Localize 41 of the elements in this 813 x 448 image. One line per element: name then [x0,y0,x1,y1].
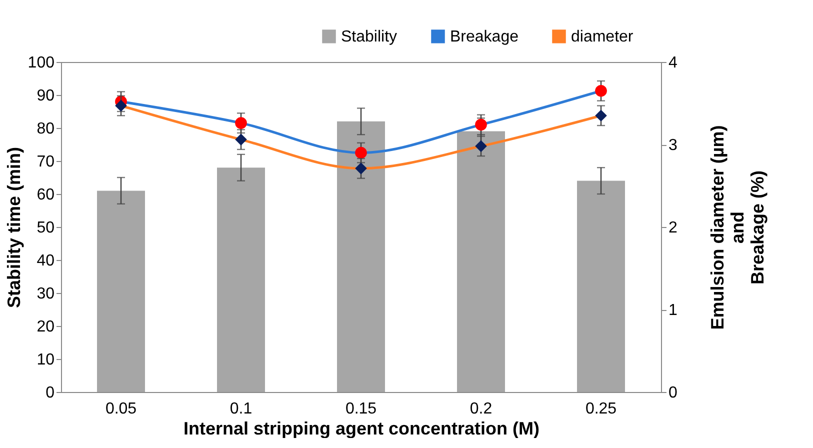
y-tick-label: 20 [36,318,55,336]
point [235,134,247,146]
x-tick-label: 0.2 [470,400,492,418]
bar [337,121,385,392]
bar [457,131,505,392]
legend-label: diameter [571,28,634,46]
y-tick-label: 100 [28,54,55,72]
x-tick-label: 0.05 [105,400,137,418]
y2-tick-label: 3 [668,137,678,154]
point [115,100,127,112]
y2-axis-title: Emulsion diameter (µm) and Breakage (%) [707,125,768,330]
y-tick-label: 60 [36,186,55,204]
y2-tick-label: 1 [668,302,678,319]
x-tick-label: 0.25 [585,400,617,418]
point [355,162,367,174]
bar [217,168,265,392]
point [475,140,487,152]
x-tick-label: 0.15 [345,400,377,418]
point [235,117,247,129]
x-axis-title: Internal stripping agent concentration (M) [183,418,540,438]
legend-label: Stability [341,28,398,46]
point [355,146,367,159]
point [595,84,607,97]
y-tick-label: 0 [46,384,55,402]
y-tick-label: 80 [36,120,55,138]
y-tick-label: 70 [36,154,55,170]
y2-tick-label: 0 [668,384,678,402]
y-tick-label: 50 [36,220,55,236]
y-tick-label: 90 [36,88,55,104]
y-tick-label: 10 [36,352,55,368]
x-tick-label: 0.1 [230,400,252,418]
legend-label: Breakage [450,28,519,46]
y-tick-label: 40 [36,252,55,270]
point [595,110,607,122]
point [475,118,487,131]
y-tick-label: 30 [36,286,55,302]
y-axis-title: Stability time (min) [4,146,24,308]
y2-tick-label: 4 [668,54,678,72]
y2-tick-label: 2 [668,220,678,236]
bar [97,190,145,392]
bar [577,180,625,392]
